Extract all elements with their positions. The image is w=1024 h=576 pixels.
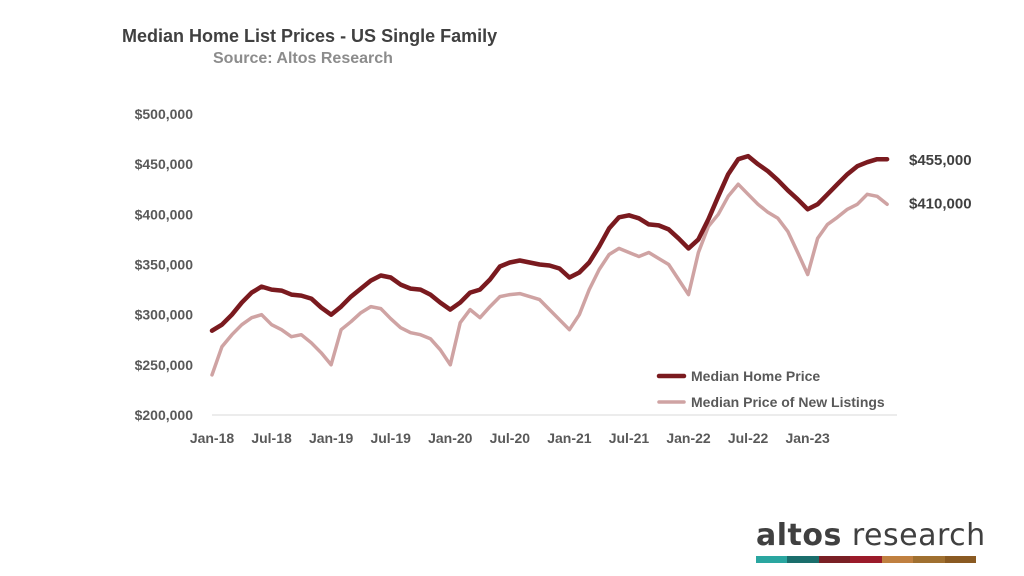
x-tick-label: Jan-23: [785, 430, 830, 446]
x-tick-label: Jan-20: [428, 430, 473, 446]
x-tick-label: Jul-18: [251, 430, 292, 446]
median-home-price-end-label: $455,000: [909, 152, 972, 169]
logo-color-segment: [944, 556, 976, 563]
y-axis-tick-labels: $200,000 $250,000 $300,000 $350,000 $400,000…: [135, 106, 194, 423]
x-tick-label: Jul-22: [728, 430, 769, 446]
logo-word-research: research: [841, 518, 986, 553]
legend: Median Home Price Median Price of New Lis…: [656, 368, 885, 410]
logo-word-altos: altos: [756, 518, 842, 553]
end-labels: $455,000 $410,000: [909, 152, 972, 212]
logo-color-segment: [913, 556, 945, 563]
x-tick-label: Jan-19: [309, 430, 354, 446]
y-tick-label: $250,000: [135, 357, 194, 373]
y-tick-label: $400,000: [135, 206, 194, 222]
logo-color-segment: [756, 556, 788, 563]
logo-color-bar: [756, 556, 976, 563]
x-axis: Jan-18 Jul-18 Jan-19 Jul-19 Jan-20 Jul-20 Jan-…: [190, 414, 897, 446]
legend-item-new-listings: Median Price of New Listings: [657, 394, 885, 410]
y-tick-label: $350,000: [135, 257, 194, 273]
new-listings-line: [210, 182, 889, 377]
logo-color-segment: [818, 556, 851, 563]
y-tick-label: $200,000: [135, 407, 194, 423]
legend-item-median-home-price: Median Home Price: [656, 368, 820, 384]
x-tick-label: Jan-18: [190, 430, 235, 446]
x-tick-label: Jul-19: [370, 430, 411, 446]
x-tick-label: Jul-21: [609, 430, 650, 446]
y-tick-label: $450,000: [135, 156, 194, 172]
logo-color-segment: [787, 556, 819, 563]
x-tick-label: Jan-22: [666, 430, 711, 446]
series-layer: [209, 153, 890, 377]
new-listings-end-label: $410,000: [909, 195, 972, 212]
x-tick-label: Jan-21: [547, 430, 592, 446]
legend-label: Median Price of New Listings: [691, 394, 885, 410]
logo-color-segment: [881, 556, 914, 563]
altos-research-logo: altos research: [756, 518, 985, 563]
y-tick-label: $300,000: [135, 307, 194, 323]
y-tick-label: $500,000: [135, 106, 194, 122]
x-tick-label: Jul-20: [490, 430, 531, 446]
median-home-price-line: [209, 153, 890, 333]
logo-color-segment: [850, 556, 882, 563]
chart-title: Median Home List Prices - US Single Fami…: [122, 26, 498, 46]
chart-subtitle: Source: Altos Research: [213, 50, 393, 67]
legend-label: Median Home Price: [691, 368, 820, 384]
